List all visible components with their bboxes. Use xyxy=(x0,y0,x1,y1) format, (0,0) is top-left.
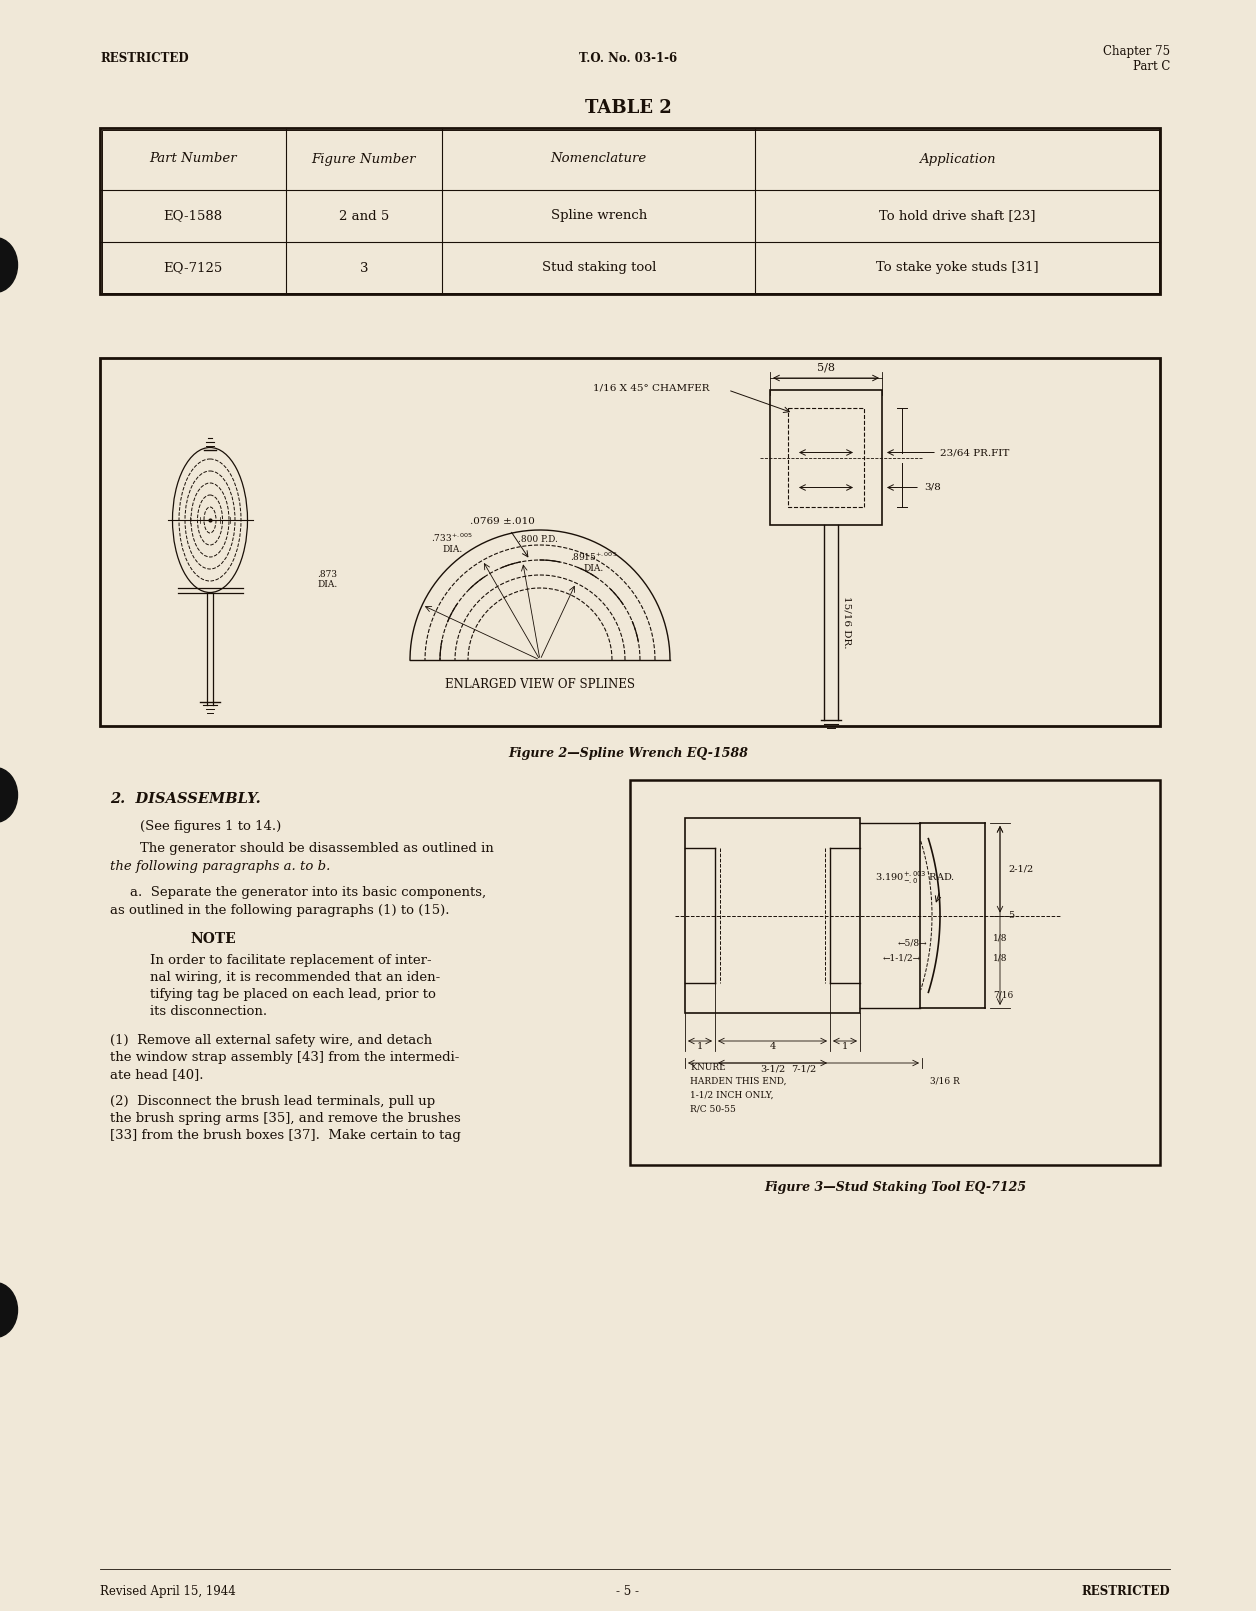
Text: 1/8: 1/8 xyxy=(993,933,1007,942)
Text: Figure 2—Spline Wrench EQ-1588: Figure 2—Spline Wrench EQ-1588 xyxy=(507,748,749,760)
Text: The generator should be disassembled as outlined in: The generator should be disassembled as … xyxy=(139,843,494,855)
Text: To hold drive shaft [23]: To hold drive shaft [23] xyxy=(879,209,1036,222)
Text: TABLE 2: TABLE 2 xyxy=(584,98,672,118)
Text: HARDEN THIS END,: HARDEN THIS END, xyxy=(690,1078,786,1086)
Text: 3.190$^{+.003}_{-.0}$ RAD.: 3.190$^{+.003}_{-.0}$ RAD. xyxy=(875,868,955,886)
Bar xyxy=(631,780,1161,1165)
Text: the window strap assembly [43] from the intermedi-: the window strap assembly [43] from the … xyxy=(111,1050,460,1063)
Text: 4: 4 xyxy=(770,1042,776,1050)
Text: 3: 3 xyxy=(359,261,368,274)
Text: 1: 1 xyxy=(697,1042,703,1050)
Bar xyxy=(685,818,860,1013)
Text: Part Number: Part Number xyxy=(149,153,236,166)
Text: Application: Application xyxy=(919,153,996,166)
Text: [33] from the brush boxes [37].  Make certain to tag: [33] from the brush boxes [37]. Make cer… xyxy=(111,1129,461,1142)
Text: - 5 -: - 5 - xyxy=(617,1585,639,1598)
Text: Part C: Part C xyxy=(1133,60,1171,72)
Text: a.  Separate the generator into its basic components,: a. Separate the generator into its basic… xyxy=(131,886,486,899)
Text: ←1-1/2→: ←1-1/2→ xyxy=(883,954,921,962)
Text: RESTRICTED: RESTRICTED xyxy=(100,52,188,64)
Text: .8915$^{+.005}$
DIA.: .8915$^{+.005}$ DIA. xyxy=(570,551,618,574)
Text: 2 and 5: 2 and 5 xyxy=(339,209,389,222)
Ellipse shape xyxy=(0,1282,18,1337)
Bar xyxy=(100,358,1161,727)
Text: 5: 5 xyxy=(1009,910,1014,920)
Text: nal wiring, it is recommended that an iden-: nal wiring, it is recommended that an id… xyxy=(149,971,441,984)
Text: 1: 1 xyxy=(842,1042,848,1050)
Text: Nomenclature: Nomenclature xyxy=(550,153,647,166)
Ellipse shape xyxy=(0,237,18,293)
Text: EQ-7125: EQ-7125 xyxy=(163,261,222,274)
Text: ENLARGED VIEW OF SPLINES: ENLARGED VIEW OF SPLINES xyxy=(445,678,636,691)
Text: 2-1/2: 2-1/2 xyxy=(1009,865,1034,873)
Text: tifying tag be placed on each lead, prior to: tifying tag be placed on each lead, prio… xyxy=(149,988,436,1000)
Text: 2.  DISASSEMBLY.: 2. DISASSEMBLY. xyxy=(111,793,261,806)
Ellipse shape xyxy=(0,767,18,823)
Text: ←5/8→: ←5/8→ xyxy=(897,939,927,947)
Text: 3/16 R: 3/16 R xyxy=(929,1078,960,1086)
Text: To stake yoke studs [31]: To stake yoke studs [31] xyxy=(877,261,1039,274)
Bar xyxy=(788,408,864,507)
Text: (See figures 1 to 14.): (See figures 1 to 14.) xyxy=(139,820,281,833)
Text: Chapter 75: Chapter 75 xyxy=(1103,45,1171,58)
Text: .0769 ±.010: .0769 ±.010 xyxy=(470,517,535,527)
Text: (2)  Disconnect the brush lead terminals, pull up: (2) Disconnect the brush lead terminals,… xyxy=(111,1095,435,1108)
Text: 3/8: 3/8 xyxy=(924,483,941,491)
Text: Stud staking tool: Stud staking tool xyxy=(541,261,656,274)
Text: 1/16 X 45° CHAMFER: 1/16 X 45° CHAMFER xyxy=(593,383,710,393)
Text: NOTE: NOTE xyxy=(190,933,236,946)
Text: Revised April 15, 1944: Revised April 15, 1944 xyxy=(100,1585,236,1598)
Text: .873
DIA.: .873 DIA. xyxy=(317,570,338,590)
Bar xyxy=(102,129,1158,293)
Bar xyxy=(770,390,882,525)
Text: the brush spring arms [35], and remove the brushes: the brush spring arms [35], and remove t… xyxy=(111,1112,461,1124)
Text: T.O. No. 03-1-6: T.O. No. 03-1-6 xyxy=(579,52,677,64)
Text: 3-1/2: 3-1/2 xyxy=(760,1063,785,1073)
Text: 1-1/2 INCH ONLY,: 1-1/2 INCH ONLY, xyxy=(690,1091,774,1100)
Text: RESTRICTED: RESTRICTED xyxy=(1081,1585,1171,1598)
Text: Spline wrench: Spline wrench xyxy=(550,209,647,222)
Text: ate head [40].: ate head [40]. xyxy=(111,1068,203,1081)
Text: 7-1/2: 7-1/2 xyxy=(791,1063,816,1073)
Text: 15/16 DR.: 15/16 DR. xyxy=(842,596,852,649)
Text: (1)  Remove all external safety wire, and detach: (1) Remove all external safety wire, and… xyxy=(111,1034,432,1047)
Text: EQ-1588: EQ-1588 xyxy=(163,209,222,222)
Text: the following paragraphs a. to b.: the following paragraphs a. to b. xyxy=(111,860,330,873)
Text: In order to facilitate replacement of inter-: In order to facilitate replacement of in… xyxy=(149,954,432,967)
Text: Figure 3—Stud Staking Tool EQ-7125: Figure 3—Stud Staking Tool EQ-7125 xyxy=(764,1181,1026,1194)
Text: .800 P.D.: .800 P.D. xyxy=(517,535,558,543)
Text: 1/8: 1/8 xyxy=(993,954,1007,962)
Text: KNURL: KNURL xyxy=(690,1063,725,1071)
Text: as outlined in the following paragraphs (1) to (15).: as outlined in the following paragraphs … xyxy=(111,904,450,917)
Text: R/C 50-55: R/C 50-55 xyxy=(690,1105,736,1113)
Bar xyxy=(100,127,1161,293)
Text: 7/16: 7/16 xyxy=(993,991,1014,1000)
Text: its disconnection.: its disconnection. xyxy=(149,1005,268,1018)
Text: 23/64 PR.FIT: 23/64 PR.FIT xyxy=(939,448,1010,458)
Text: 5/8: 5/8 xyxy=(816,362,835,374)
Text: .733$^{+.005}$
DIA.: .733$^{+.005}$ DIA. xyxy=(431,532,474,554)
Text: Figure Number: Figure Number xyxy=(311,153,416,166)
